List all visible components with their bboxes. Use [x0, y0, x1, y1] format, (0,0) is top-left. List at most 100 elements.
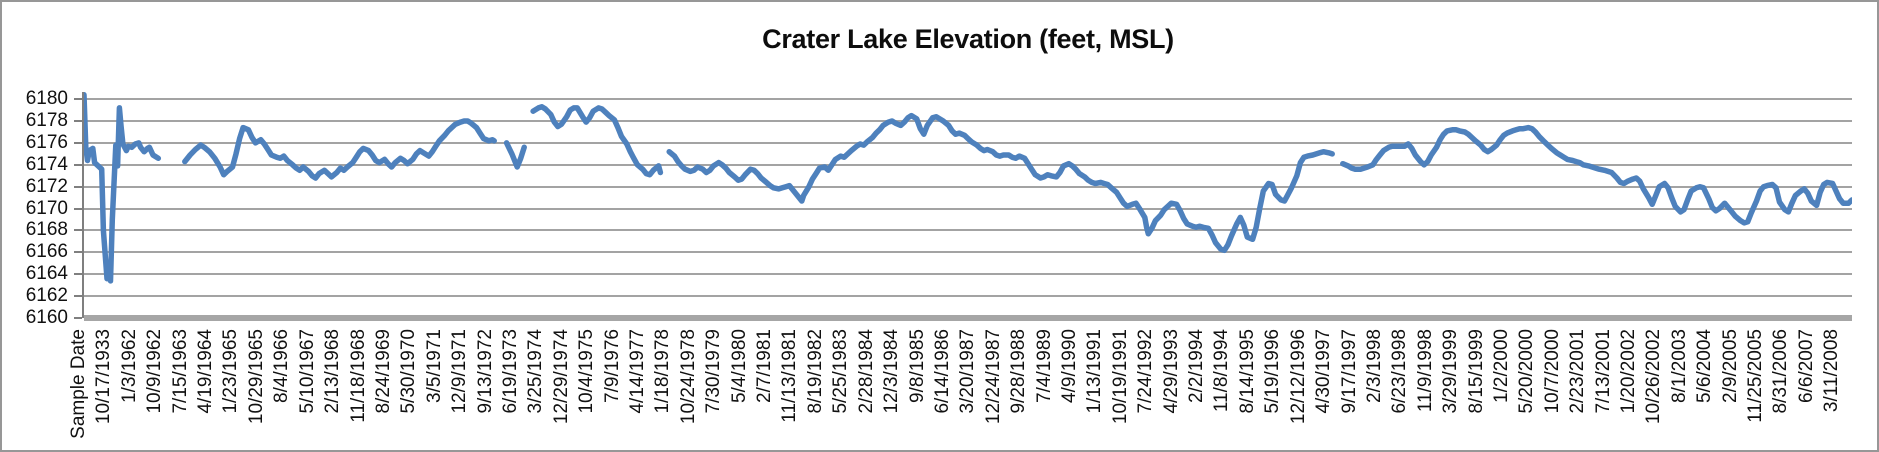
x-axis-label: 2/2/1994 [1186, 329, 1208, 403]
gridline [84, 295, 1852, 298]
y-axis-tick [74, 251, 82, 254]
x-axis-label: 11/18/1968 [347, 329, 369, 423]
x-axis-label: 1/2/2000 [1490, 329, 1512, 403]
x-axis-label: 3/5/1971 [423, 329, 445, 403]
elevation-line-series[interactable] [84, 86, 1852, 318]
x-axis-label: 7/9/1976 [601, 329, 623, 403]
chart-title: Crater Lake Elevation (feet, MSL) [762, 24, 1174, 54]
gridline [84, 163, 1852, 166]
x-axis-label: 3/25/1974 [525, 329, 547, 414]
y-axis-label: 6174 [25, 153, 68, 175]
y-axis-tick [74, 163, 82, 166]
gridline [84, 119, 1852, 122]
x-axis-label: 9/28/1988 [1008, 329, 1030, 414]
x-axis-label: 7/13/2001 [1592, 329, 1614, 414]
x-axis-label: 8/1/2003 [1668, 329, 1690, 403]
elevation-series-path [666, 112, 1335, 254]
y-axis-tick [74, 119, 82, 122]
x-axis-label: 8/19/1982 [804, 329, 826, 414]
gridline [84, 273, 1852, 276]
x-axis-label: 11/25/2005 [1745, 329, 1767, 423]
elevation-series-path [530, 104, 664, 178]
x-axis-label: 6/23/1998 [1389, 329, 1411, 414]
y-axis-label: 6178 [25, 109, 68, 131]
x-axis-label: 10/24/1978 [677, 329, 699, 425]
y-axis-label: 6166 [25, 241, 68, 263]
x-axis-label: 9/8/1985 [906, 329, 928, 403]
gridline [84, 207, 1852, 210]
x-axis-label: 5/20/2000 [1516, 329, 1538, 414]
y-axis-label: 6168 [25, 219, 68, 241]
x-axis-label: 8/24/1969 [372, 329, 394, 414]
x-axis-label: 5/25/1983 [830, 329, 852, 414]
x-axis-label: 10/29/1965 [245, 329, 267, 425]
y-axis-tick [74, 207, 82, 210]
x-axis-label: 10/9/1962 [144, 329, 166, 414]
y-axis-label: 6176 [25, 131, 68, 153]
x-axis-label: 12/3/1984 [881, 329, 903, 414]
x-axis-label: 1/13/1991 [1084, 329, 1106, 414]
elevation-series-path [182, 118, 497, 181]
y-axis-tick [74, 295, 82, 298]
x-axis-label: 4/14/1977 [627, 329, 649, 414]
y-axis-tick [74, 141, 82, 144]
y-axis-label: 6164 [25, 263, 68, 285]
x-axis-label: 7/30/1979 [703, 329, 725, 414]
y-axis-label: 6160 [25, 307, 68, 328]
x-axis-label: 10/4/1975 [576, 329, 598, 414]
y-axis-label: 6170 [25, 197, 68, 219]
gridline [84, 229, 1852, 232]
x-axis-label: 11/9/1998 [1414, 329, 1436, 413]
x-axis-label: 7/24/1992 [1135, 329, 1157, 414]
gridline [84, 185, 1852, 188]
x-axis-label: 12/29/1974 [550, 329, 572, 425]
x-axis-label: 5/30/1970 [398, 329, 420, 414]
y-axis-tick [74, 185, 82, 188]
x-axis-label: 7/4/1989 [1033, 329, 1055, 403]
x-axis-label: 6/14/1986 [931, 329, 953, 414]
y-axis-tick [74, 317, 82, 319]
x-axis-label: 4/29/1993 [1160, 329, 1182, 414]
x-axis-label: 2/9/2005 [1719, 329, 1741, 403]
x-axis-label: 6/6/2007 [1795, 329, 1817, 403]
x-axis-label: 9/17/1997 [1338, 329, 1360, 414]
x-axis-label: Sample Date [68, 329, 89, 439]
x-axis-label: 10/7/2000 [1541, 329, 1563, 414]
x-axis-label: 7/15/1963 [169, 329, 191, 414]
elevation-series-path [84, 92, 162, 284]
x-axis-label: 11/13/1981 [779, 329, 801, 423]
x-axis-label: 11/8/1994 [1211, 329, 1233, 413]
x-axis-label: 2/7/1981 [754, 329, 776, 403]
x-axis-label: 4/19/1964 [195, 329, 217, 414]
x-axis-label: 12/12/1996 [1287, 329, 1309, 425]
x-axis-label: 1/20/2002 [1618, 329, 1639, 414]
x-axis-label: 4/9/1990 [1058, 329, 1080, 403]
x-axis-label: 12/24/1987 [982, 329, 1004, 425]
elevation-series-path [1340, 124, 1852, 226]
x-axis-label: 3/11/2008 [1821, 329, 1843, 413]
x-axis-label: 3/29/1999 [1440, 329, 1462, 414]
x-axis-label: 9/13/1972 [474, 329, 496, 414]
x-axis-label: 10/19/1991 [1109, 329, 1131, 425]
x-axis-label: 5/10/1967 [296, 329, 318, 414]
x-axis-label: 1/23/1965 [220, 329, 242, 414]
x-axis-label: 2/23/2001 [1567, 329, 1589, 414]
gridline [84, 141, 1852, 144]
elevation-series-path [503, 140, 527, 170]
x-axis-label: 10/17/1933 [93, 329, 115, 425]
x-axis-label: 8/4/1966 [271, 329, 293, 403]
x-axis-label: 12/9/1971 [449, 329, 471, 414]
x-axis-label: 5/6/2004 [1694, 329, 1716, 403]
y-axis-line [82, 92, 84, 318]
x-axis-label: 1/3/1962 [118, 329, 140, 403]
x-axis-label: 2/28/1984 [855, 329, 877, 414]
x-axis-label: 5/4/1980 [728, 329, 750, 403]
x-axis-label: 2/13/1968 [322, 329, 344, 414]
y-axis-tick [74, 229, 82, 232]
y-axis-label: 6172 [25, 175, 68, 197]
y-axis-tick [74, 273, 82, 276]
x-axis-label: 8/14/1995 [1236, 329, 1258, 414]
x-axis-label: 1/18/1978 [652, 329, 674, 414]
gridline [84, 251, 1852, 254]
